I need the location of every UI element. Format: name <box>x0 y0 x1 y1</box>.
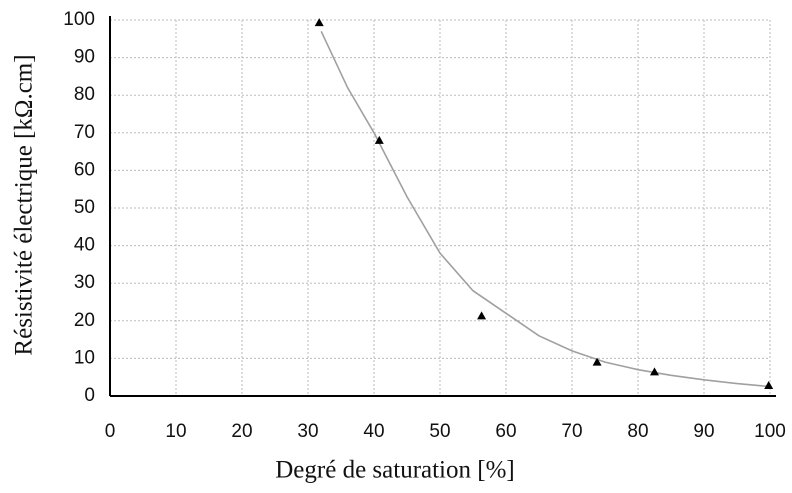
x-tick-label: 80 <box>627 421 648 442</box>
x-axis-label: Degré de saturation [%] <box>275 457 514 484</box>
data-point <box>314 18 324 27</box>
data-point <box>764 380 774 389</box>
x-tick-label: 100 <box>754 421 786 442</box>
y-tick-label: 10 <box>74 347 95 368</box>
y-tick-label: 100 <box>63 9 95 30</box>
y-tick-label: 20 <box>74 310 95 331</box>
y-tick-label: 90 <box>74 47 95 68</box>
y-tick-label: 40 <box>74 235 95 256</box>
x-tick-label: 70 <box>561 421 582 442</box>
x-tick-label: 40 <box>363 421 384 442</box>
y-tick-label: 50 <box>74 197 95 218</box>
x-tick-label: 50 <box>429 421 450 442</box>
y-tick-label: 0 <box>84 385 95 406</box>
y-tick-label: 70 <box>74 122 95 143</box>
data-point <box>374 135 384 144</box>
y-tick-label: 80 <box>74 84 95 105</box>
data-point <box>477 311 487 320</box>
trend-line <box>320 30 771 388</box>
x-tick-label: 60 <box>495 421 516 442</box>
x-tick-label: 10 <box>165 421 186 442</box>
x-tick-label: 30 <box>297 421 318 442</box>
y-axis-label: Résistivité électrique [kΩ.cm] <box>11 54 38 355</box>
y-tick-label: 30 <box>74 272 95 293</box>
data-point <box>592 357 602 366</box>
x-tick-label: 90 <box>693 421 714 442</box>
x-tick-label: 0 <box>105 421 116 442</box>
x-tick-label: 20 <box>231 421 252 442</box>
data-point <box>650 367 659 376</box>
y-tick-label: 60 <box>74 159 95 180</box>
